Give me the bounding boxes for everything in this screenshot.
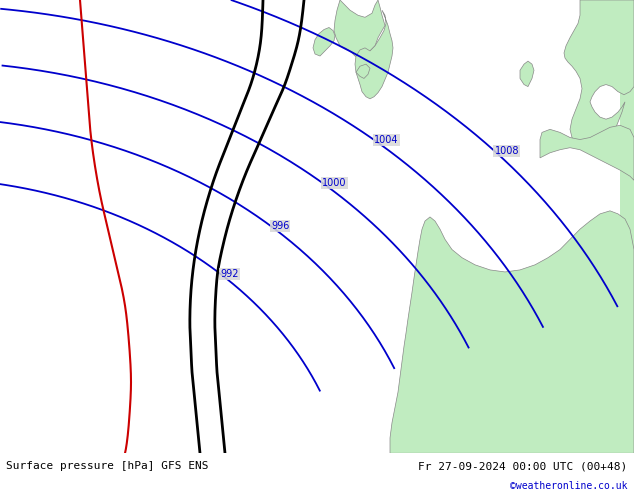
Text: 1008: 1008 [495,146,519,156]
Polygon shape [564,0,634,152]
Polygon shape [390,211,634,453]
Text: ©weatheronline.co.uk: ©weatheronline.co.uk [510,481,628,490]
Text: 1000: 1000 [322,178,347,188]
Polygon shape [540,125,634,180]
Polygon shape [355,10,393,99]
Text: 992: 992 [221,269,239,279]
Text: 996: 996 [271,221,290,231]
Text: Surface pressure [hPa] GFS ENS: Surface pressure [hPa] GFS ENS [6,461,209,471]
Bar [620,0,634,453]
Polygon shape [520,61,534,87]
Text: 1004: 1004 [374,135,399,145]
Polygon shape [313,27,335,56]
Polygon shape [356,64,370,78]
Text: Fr 27-09-2024 00:00 UTC (00+48): Fr 27-09-2024 00:00 UTC (00+48) [418,461,628,471]
Polygon shape [334,0,385,58]
